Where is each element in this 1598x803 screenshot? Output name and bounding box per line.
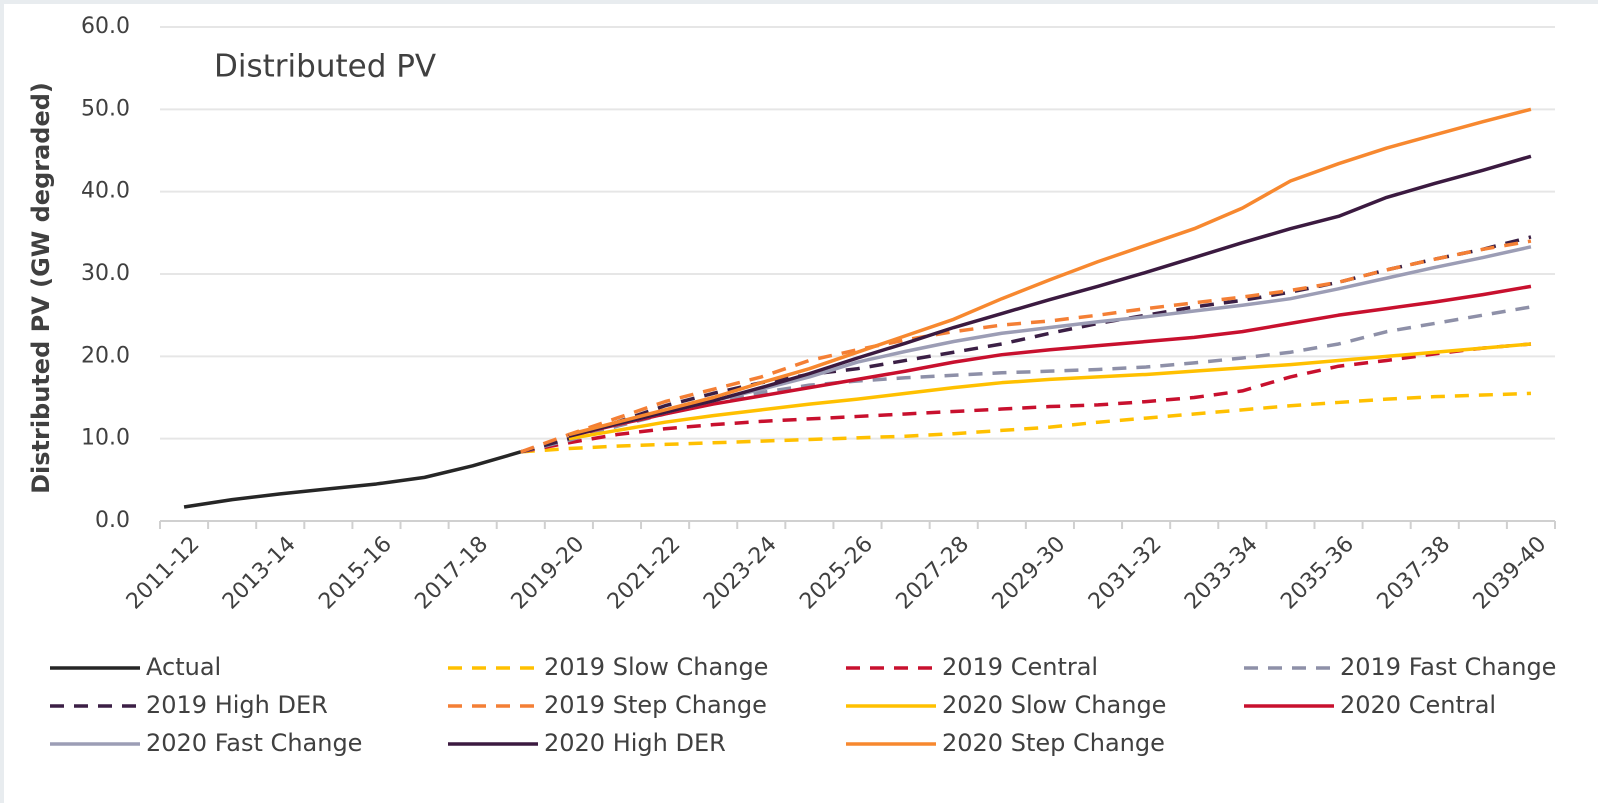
y-tick-label: 60.0: [81, 14, 130, 39]
legend-label: 2020 High DER: [544, 729, 726, 757]
chart-title: Distributed PV: [214, 49, 436, 85]
series-line: [520, 342, 1532, 454]
series-line: [568, 154, 1532, 438]
y-tick-label: 40.0: [81, 179, 130, 204]
legend-label: 2020 Step Change: [942, 729, 1165, 757]
y-axis-label: Distributed PV (GW degraded): [27, 82, 55, 494]
legend-label: 2019 High DER: [146, 691, 328, 719]
legend-label: 2020 Central: [1340, 691, 1496, 719]
y-tick-label: 10.0: [81, 426, 130, 451]
series-line: [568, 107, 1532, 437]
legend-label: 2019 Step Change: [544, 691, 767, 719]
y-tick-label: 20.0: [81, 343, 130, 368]
series-line: [520, 391, 1532, 454]
y-tick-label: 30.0: [81, 261, 130, 286]
series-line: [183, 450, 522, 509]
legend-label: 2019 Central: [942, 653, 1098, 681]
legend-label: 2019 Fast Change: [1340, 653, 1556, 681]
series-line: [520, 239, 1532, 454]
legend-label: 2020 Fast Change: [146, 729, 362, 757]
series-line: [568, 342, 1532, 441]
legend-label: 2019 Slow Change: [544, 653, 768, 681]
y-tick-label: 0.0: [95, 508, 130, 533]
series-line: [520, 235, 1532, 454]
legend-label: Actual: [146, 653, 221, 681]
series-line: [568, 284, 1532, 438]
legend-label: 2020 Slow Change: [942, 691, 1166, 719]
y-tick-label: 50.0: [81, 96, 130, 121]
